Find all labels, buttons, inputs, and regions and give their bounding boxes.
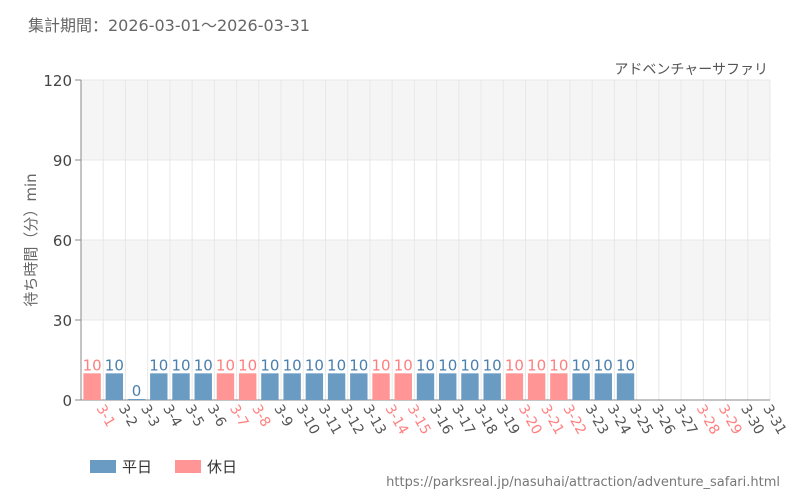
bar-value-label: 10 [83,356,102,374]
y-tick-label: 120 [43,72,72,90]
y-tick-label: 0 [62,392,72,410]
bar [305,373,324,400]
y-tick-label: 30 [53,312,72,330]
bar-value-label: 10 [416,356,435,374]
bar [350,373,368,400]
bar [105,373,124,400]
bar [83,373,101,400]
bar [127,399,146,400]
bar-value-label: 10 [327,356,346,374]
grid-band [81,80,770,160]
bar [439,373,457,400]
bar-value-label: 10 [505,356,524,374]
bar-value-label: 10 [460,356,479,374]
bar-value-label: 10 [305,356,324,374]
bar-value-label: 10 [149,356,168,374]
bar [416,373,435,400]
x-tick-label: 3-4 [159,402,184,430]
bar [594,373,613,400]
bar-value-label: 10 [438,356,457,374]
bar-value-label: 10 [105,356,124,374]
bar [216,373,235,400]
bar [550,373,568,400]
bar [505,373,524,400]
bar-value-label: 10 [216,356,235,374]
x-tick-label: 3-8 [248,402,273,430]
bar [261,373,279,400]
bar-value-label: 10 [238,356,257,374]
bar-value-label: 10 [572,356,591,374]
bar-value-label: 10 [194,356,213,374]
bar-value-label: 10 [349,356,368,374]
bar [572,373,590,400]
bar-value-label: 10 [483,356,502,374]
bar-value-label: 0 [132,382,142,400]
bar-value-label: 10 [171,356,190,374]
grid-band [81,240,770,320]
bar [483,373,501,400]
bar [461,373,479,400]
bar [150,373,168,400]
bar [194,373,212,400]
x-tick-label: 3-6 [204,402,229,430]
bar [327,373,346,400]
x-tick-label: 3-9 [270,402,295,430]
x-tick-label: 3-5 [182,402,207,430]
x-tick-label: 3-2 [115,402,140,430]
x-tick-label: 3-3 [137,402,162,430]
y-axis-label: 待ち時間（分）min [22,173,40,306]
source-url: https://parksreal.jp/nasuhai/attraction/… [386,475,780,490]
y-tick-label: 90 [53,152,72,170]
bar [527,373,546,400]
bar-value-label: 10 [260,356,279,374]
period-label: 集計期間：2026-03-01～2026-03-31 [28,16,310,35]
bar [283,373,301,400]
bar-value-label: 10 [616,356,635,374]
bar-value-label: 10 [594,356,613,374]
bar-value-label: 10 [527,356,546,374]
x-tick-label: 3-31 [759,402,789,438]
legend-label-weekday: 平日 [122,458,152,476]
x-tick-label: 3-1 [93,402,118,430]
bar-value-label: 10 [372,356,391,374]
y-tick-label: 60 [53,232,72,250]
legend-swatch-weekday [90,460,116,473]
bar [372,373,390,400]
bar-value-label: 10 [549,356,568,374]
bar-value-label: 10 [283,356,302,374]
bar [172,373,190,400]
bar [238,373,257,400]
bar-value-label: 10 [394,356,413,374]
legend-label-holiday: 休日 [207,458,237,476]
bar [394,373,412,400]
legend-swatch-holiday [175,460,201,473]
chart-title: アドベンチャーサファリ [614,62,768,78]
x-tick-label: 3-7 [226,402,251,430]
bar [616,373,635,400]
